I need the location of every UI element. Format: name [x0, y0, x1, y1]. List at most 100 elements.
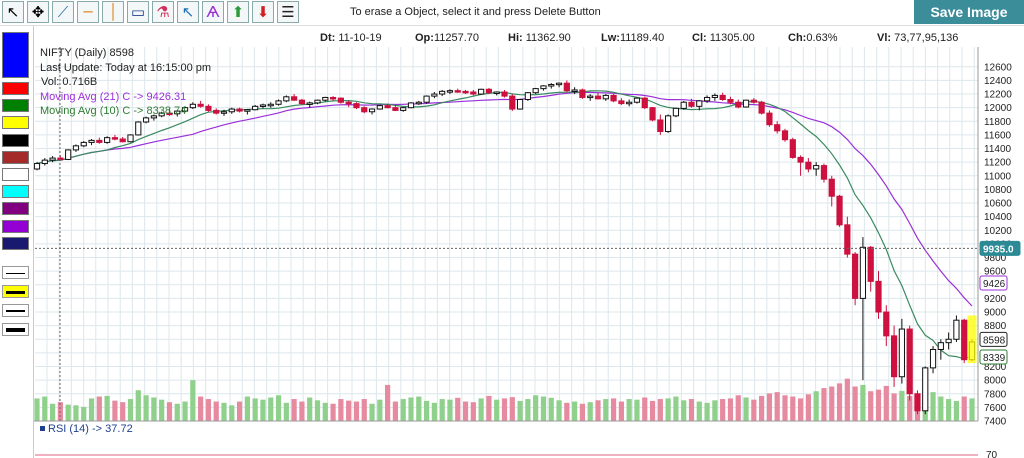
candle-body	[446, 90, 454, 93]
candle	[291, 94, 298, 101]
volume-bar	[704, 402, 710, 421]
vl-value: 73,77,95,136	[894, 32, 959, 44]
volume-bar	[805, 394, 811, 421]
candle	[96, 137, 103, 144]
candle-body	[516, 99, 524, 110]
candle-body	[119, 138, 126, 143]
swatch-color[interactable]	[2, 82, 29, 95]
vertical-line-icon[interactable]: │	[102, 1, 124, 23]
candle-body	[368, 108, 376, 113]
candle	[150, 114, 157, 121]
save-image-button[interactable]: Save Image	[914, 0, 1024, 24]
candle-body	[407, 102, 415, 109]
swatch-selected-color[interactable]	[2, 32, 29, 78]
swatch-color[interactable]	[2, 168, 29, 181]
candle	[688, 98, 695, 108]
candle	[750, 98, 757, 104]
candle-body	[579, 89, 586, 98]
candle	[259, 103, 267, 109]
candle-body	[314, 99, 321, 104]
line-width-option[interactable]	[2, 304, 29, 317]
candle	[532, 87, 539, 95]
candle-body	[283, 96, 290, 102]
swatch-color[interactable]	[2, 133, 29, 147]
volume-bar	[603, 399, 609, 421]
volume-bar	[751, 399, 757, 421]
horizontal-line-icon[interactable]: ─	[77, 1, 99, 23]
volume-bar	[813, 391, 819, 421]
trend-line-icon[interactable]: ⟋	[52, 1, 74, 23]
candle-body	[135, 121, 142, 136]
swatch-color[interactable]	[2, 99, 29, 113]
line-width-option[interactable]	[2, 266, 29, 279]
candlestick-icon[interactable]: ⚗	[152, 1, 174, 23]
swatch-color[interactable]	[2, 185, 29, 199]
volume-bar	[564, 402, 570, 421]
candle	[719, 92, 726, 101]
price-tick-label: 8000	[984, 376, 1007, 387]
price-tick-label: 7800	[984, 389, 1007, 400]
fibonacci-icon[interactable]: ☰	[277, 1, 299, 23]
volume-bar	[720, 399, 726, 421]
candle	[805, 158, 812, 173]
pointer-icon[interactable]: ↖	[2, 1, 24, 23]
candle-body	[252, 105, 259, 111]
volume-bar	[774, 392, 780, 421]
candle	[626, 99, 633, 107]
arrow-icon[interactable]: ↖	[177, 1, 199, 23]
candle-body	[906, 328, 913, 395]
volume-bar	[688, 399, 695, 421]
swatch-color[interactable]	[2, 236, 29, 250]
hi-value: 11362.90	[525, 32, 571, 44]
candle	[501, 89, 508, 98]
candle	[415, 100, 422, 105]
text-icon[interactable]: Ѧ	[202, 1, 224, 23]
down-arrow-icon[interactable]: ⬇	[252, 1, 274, 23]
candle	[462, 89, 469, 95]
candle-body	[174, 110, 181, 115]
candle-body	[150, 115, 157, 119]
candle-body	[298, 99, 306, 105]
volume-bar	[494, 399, 500, 421]
candle	[361, 106, 368, 114]
up-arrow-icon[interactable]: ⬆	[227, 1, 249, 23]
rectangle-icon[interactable]: ▭	[127, 1, 149, 23]
volume-bar	[229, 405, 235, 421]
candle-body	[571, 89, 578, 92]
candle	[945, 332, 952, 350]
candle	[376, 104, 383, 110]
candle	[283, 95, 290, 103]
move-icon[interactable]: ✥	[27, 1, 49, 23]
swatch-color[interactable]	[2, 150, 29, 164]
line-width-option[interactable]	[2, 323, 29, 336]
candle	[929, 346, 937, 374]
candle-body	[680, 101, 687, 109]
candle	[594, 92, 602, 100]
candle	[781, 128, 789, 142]
candle	[890, 325, 898, 387]
volume-bar	[829, 386, 835, 421]
swatch-color[interactable]	[2, 116, 29, 130]
candle-body	[322, 96, 329, 101]
ohlc-readout: Dt: 11-10-19 Op:11257.70 Hi: 11362.90 Lw…	[320, 32, 980, 46]
symbol-title: NIFTY (Daily) 8598	[40, 47, 134, 59]
candle	[306, 101, 313, 108]
candle	[244, 109, 251, 115]
candle-body	[883, 311, 890, 337]
candle	[953, 315, 960, 342]
swatch-color[interactable]	[2, 219, 29, 233]
candle-body	[213, 109, 220, 114]
last-update: Last Update: Today at 16:15:00 pm	[40, 61, 212, 74]
candle	[228, 107, 235, 114]
candle-body	[127, 134, 134, 143]
candle	[649, 106, 656, 122]
candle-body	[898, 328, 905, 378]
candle	[602, 94, 609, 101]
swatch-color[interactable]	[2, 202, 29, 216]
line-width-option[interactable]	[2, 285, 29, 298]
line-sample	[6, 310, 25, 312]
price-tick-label: 12400	[984, 76, 1012, 87]
volume-bar	[455, 397, 461, 421]
volume-bar	[899, 390, 905, 421]
